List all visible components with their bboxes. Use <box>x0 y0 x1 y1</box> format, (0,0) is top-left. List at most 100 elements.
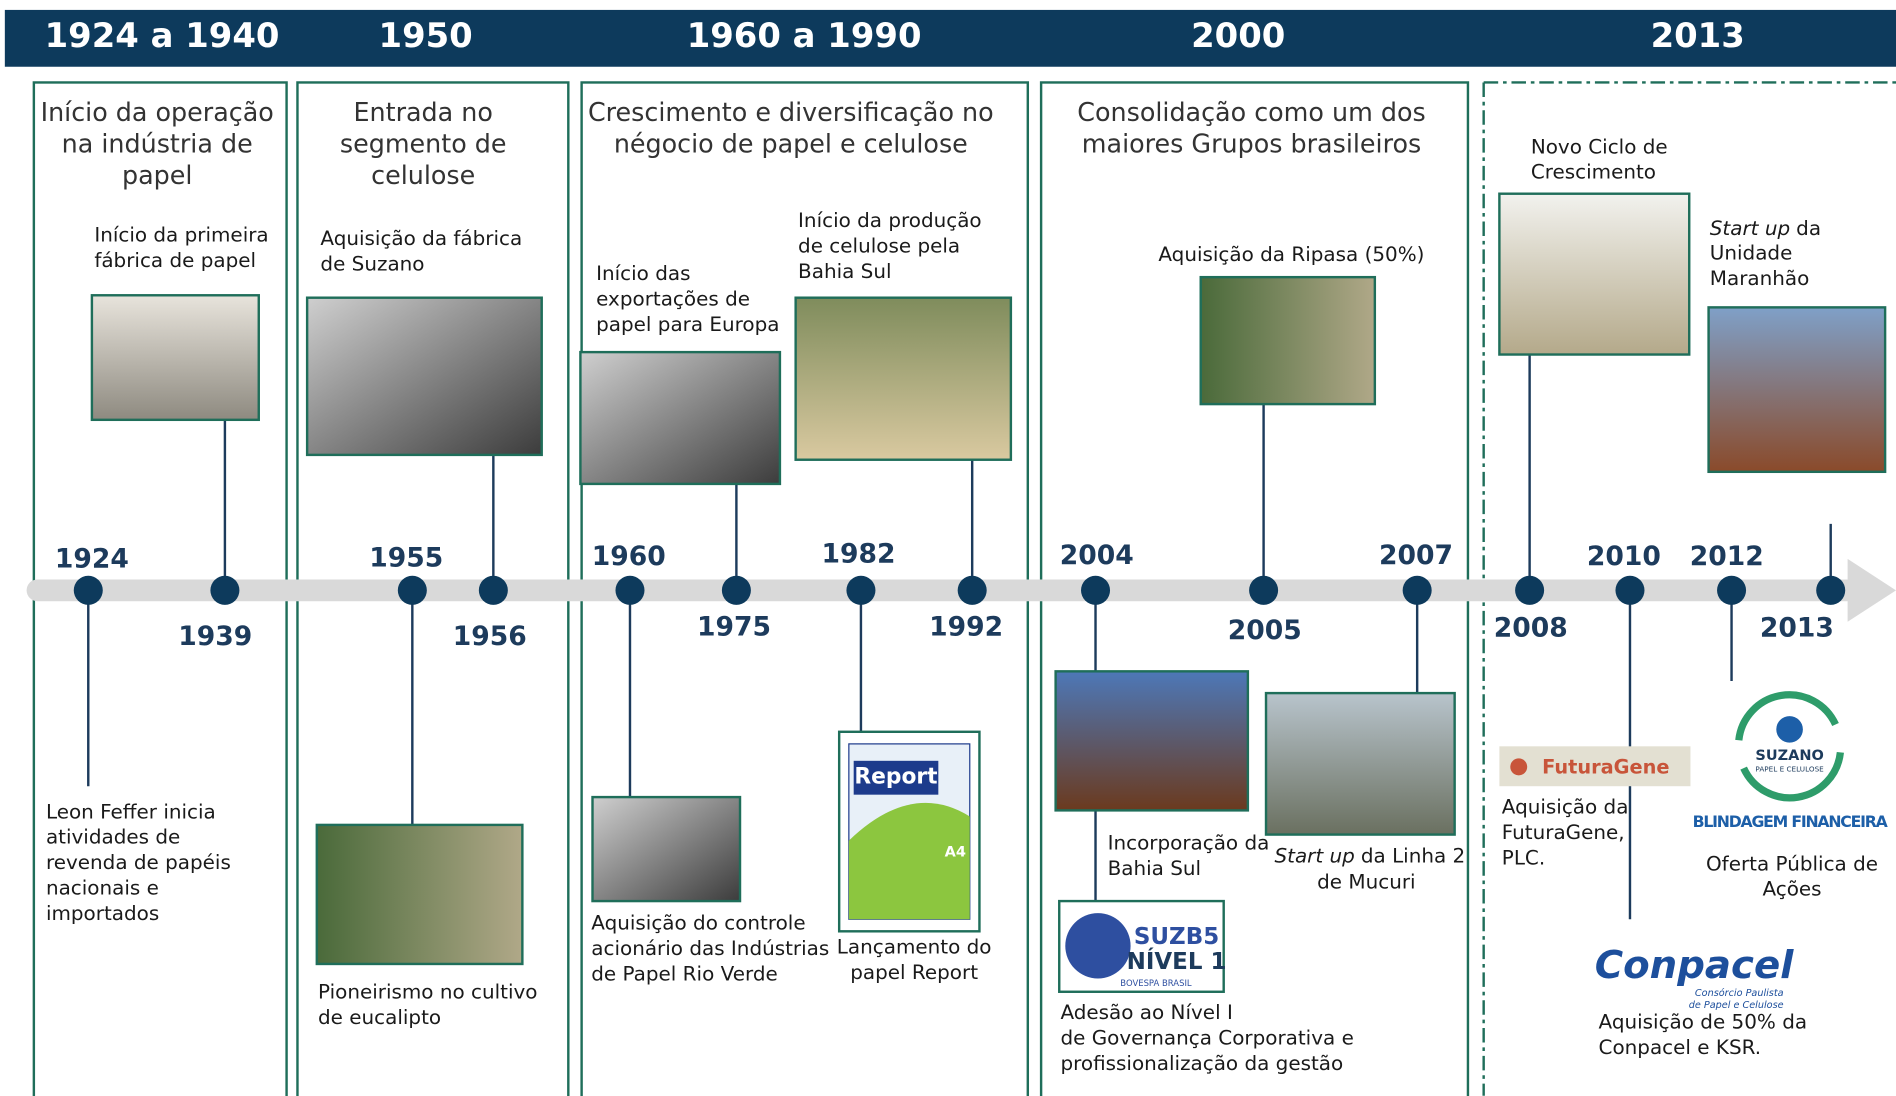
event-year: 1924 <box>55 544 129 575</box>
event-text: Leon Feffer inicia <box>46 799 216 823</box>
conpacel-tagline: Consórcio Paulista <box>1695 987 1784 999</box>
event-text: da Linha 2 <box>1361 843 1465 867</box>
suzb5-globe <box>1065 913 1131 979</box>
photo <box>90 294 260 422</box>
suzano-name: SUZANO <box>1755 748 1823 764</box>
panel-title: Consolidação como um dos <box>1077 97 1425 127</box>
event-text: exportações de <box>596 287 750 311</box>
event-year: 1960 <box>592 541 666 572</box>
panel-title: négocio de papel e celulose <box>614 128 968 158</box>
event-text: Bahia Sul <box>798 259 891 283</box>
event-text: importados <box>46 901 159 925</box>
event-year: 1975 <box>697 611 771 642</box>
event-text: Aquisição do controle <box>591 911 805 935</box>
event-year: 2004 <box>1060 540 1134 571</box>
event-text: papel para Europa <box>596 312 779 336</box>
event-year: 1939 <box>178 621 252 652</box>
event-text: Aquisição da fábrica <box>320 226 522 250</box>
event-dot <box>957 575 987 605</box>
event-text: de eucalipto <box>318 1005 441 1029</box>
period-label: 2000 <box>1191 16 1285 55</box>
event-year: 1992 <box>929 611 1003 642</box>
report-size: A4 <box>945 845 966 861</box>
event-text: Ações <box>1762 877 1821 901</box>
suzano-mark <box>1776 716 1803 743</box>
futuragene-mark <box>1510 758 1528 776</box>
event-text: profissionalização da gestão <box>1060 1051 1343 1075</box>
event-text: Conpacel e KSR. <box>1599 1035 1762 1059</box>
event-year: 1955 <box>369 542 443 573</box>
header-bar <box>4 9 1896 67</box>
event-text: FuturaGene, <box>1502 820 1625 844</box>
event-dot <box>73 575 103 605</box>
event-text: Start up da <box>1710 215 1821 239</box>
event-text: Oferta Pública de <box>1706 851 1878 875</box>
event-text: atividades de <box>46 825 180 849</box>
event-text: Start up da Linha 2 <box>1274 843 1465 867</box>
photo <box>591 795 742 903</box>
event-year: 2012 <box>1690 541 1764 572</box>
event-text: Início da primeira <box>94 223 268 247</box>
suzb5-name: SUZB5 <box>1134 924 1219 950</box>
period-label: 1960 a 1990 <box>687 16 922 55</box>
event-text: revenda de papéis <box>46 850 231 874</box>
event-year: 1982 <box>822 539 896 570</box>
event-text: de Governança Corporativa e <box>1060 1025 1353 1049</box>
photo <box>579 350 782 486</box>
suzb5-exchange: BOVESPA BRASIL <box>1120 978 1192 988</box>
logo: FuturaGene <box>1499 746 1691 787</box>
event-text: acionário das Indústrias <box>591 936 829 960</box>
period-label: 1950 <box>379 16 473 55</box>
event-text: de Suzano <box>320 252 424 276</box>
panel-title: papel <box>122 160 192 190</box>
event-text: papel Report <box>850 960 978 984</box>
event-text: Aquisição de 50% da <box>1599 1010 1808 1034</box>
event-text: Bahia Sul <box>1108 856 1201 880</box>
event-dot <box>1081 575 1111 605</box>
emphasis: Start up <box>1274 843 1354 867</box>
suzb5-level: NÍVEL 1 <box>1127 947 1227 975</box>
event-text: fábrica de papel <box>94 248 256 272</box>
event-dot <box>615 575 645 605</box>
event-dot <box>1615 575 1645 605</box>
event-dot <box>1515 575 1545 605</box>
event-text: Incorporação da <box>1108 831 1270 855</box>
event-year: 2013 <box>1760 613 1834 644</box>
photo <box>1498 192 1691 356</box>
event-dot <box>846 575 876 605</box>
event-dot <box>721 575 751 605</box>
event-text: PLC. <box>1502 845 1545 869</box>
report-label <box>853 760 939 795</box>
event-text: nacionais e <box>46 875 159 899</box>
event-year: 2005 <box>1228 615 1302 646</box>
event-year: 1956 <box>453 621 527 652</box>
event-text: Maranhão <box>1710 266 1810 290</box>
event-dot <box>210 575 240 605</box>
event-text: Unidade <box>1710 241 1793 265</box>
panel-title: celulose <box>371 160 475 190</box>
event-text: da <box>1796 215 1821 239</box>
event-text: Lançamento do <box>837 935 992 959</box>
photo <box>305 296 543 457</box>
photo <box>315 823 524 966</box>
event-text: Crescimento <box>1531 160 1656 184</box>
event-text: Aquisição da <box>1502 794 1629 818</box>
event-text: Aquisição da Ripasa (50%) <box>1158 242 1424 266</box>
suzano-arrow <box>1735 691 1839 741</box>
period-label: 1924 a 1940 <box>45 16 280 55</box>
photo <box>794 296 1013 461</box>
conpacel-name: Conpacel <box>1595 943 1794 988</box>
event-text: Início das <box>596 261 690 285</box>
panel-title: Início da operação <box>41 97 274 127</box>
logo: Report A4 <box>837 730 981 933</box>
period-label: 2013 <box>1651 16 1745 55</box>
photo <box>1707 306 1887 474</box>
timeline-arrow <box>1847 558 1896 622</box>
event-dot <box>478 575 508 605</box>
emphasis: Start up <box>1710 215 1790 239</box>
conpacel-tagline: de Papel e Celulose <box>1689 1000 1784 1011</box>
photo <box>1199 275 1377 406</box>
